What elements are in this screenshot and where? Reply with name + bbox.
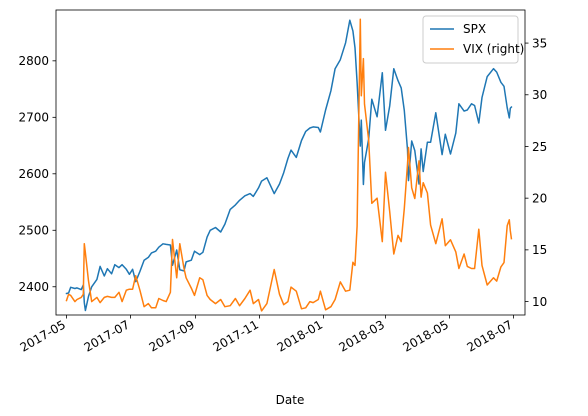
y-right-tick-label: 10 <box>532 295 547 309</box>
y-right-tick-label: 30 <box>532 88 547 102</box>
y-left-tick-label: 2700 <box>18 111 49 125</box>
series-layer <box>65 18 513 312</box>
y-right-tick-label: 25 <box>532 140 547 154</box>
legend-label-vix: VIX (right) <box>463 42 524 56</box>
vix-series-line <box>65 18 513 312</box>
plot-frame <box>55 9 526 316</box>
legend-box <box>422 15 519 64</box>
spx-series-line <box>65 19 513 312</box>
y-left-tick-label: 2600 <box>18 167 49 181</box>
legend-label-spx: SPX <box>463 22 486 36</box>
y-right-tick-label: 20 <box>532 191 547 205</box>
y-left-tick-label: 2400 <box>18 280 49 294</box>
x-axis-title: Date <box>276 393 305 407</box>
y-right-tick-label: 35 <box>532 36 547 50</box>
y-left-tick-label: 2800 <box>18 54 49 68</box>
legend: SPX VIX (right) <box>422 15 524 64</box>
y-right-tick-label: 15 <box>532 243 547 257</box>
y-left-tick-label: 2500 <box>18 224 49 238</box>
